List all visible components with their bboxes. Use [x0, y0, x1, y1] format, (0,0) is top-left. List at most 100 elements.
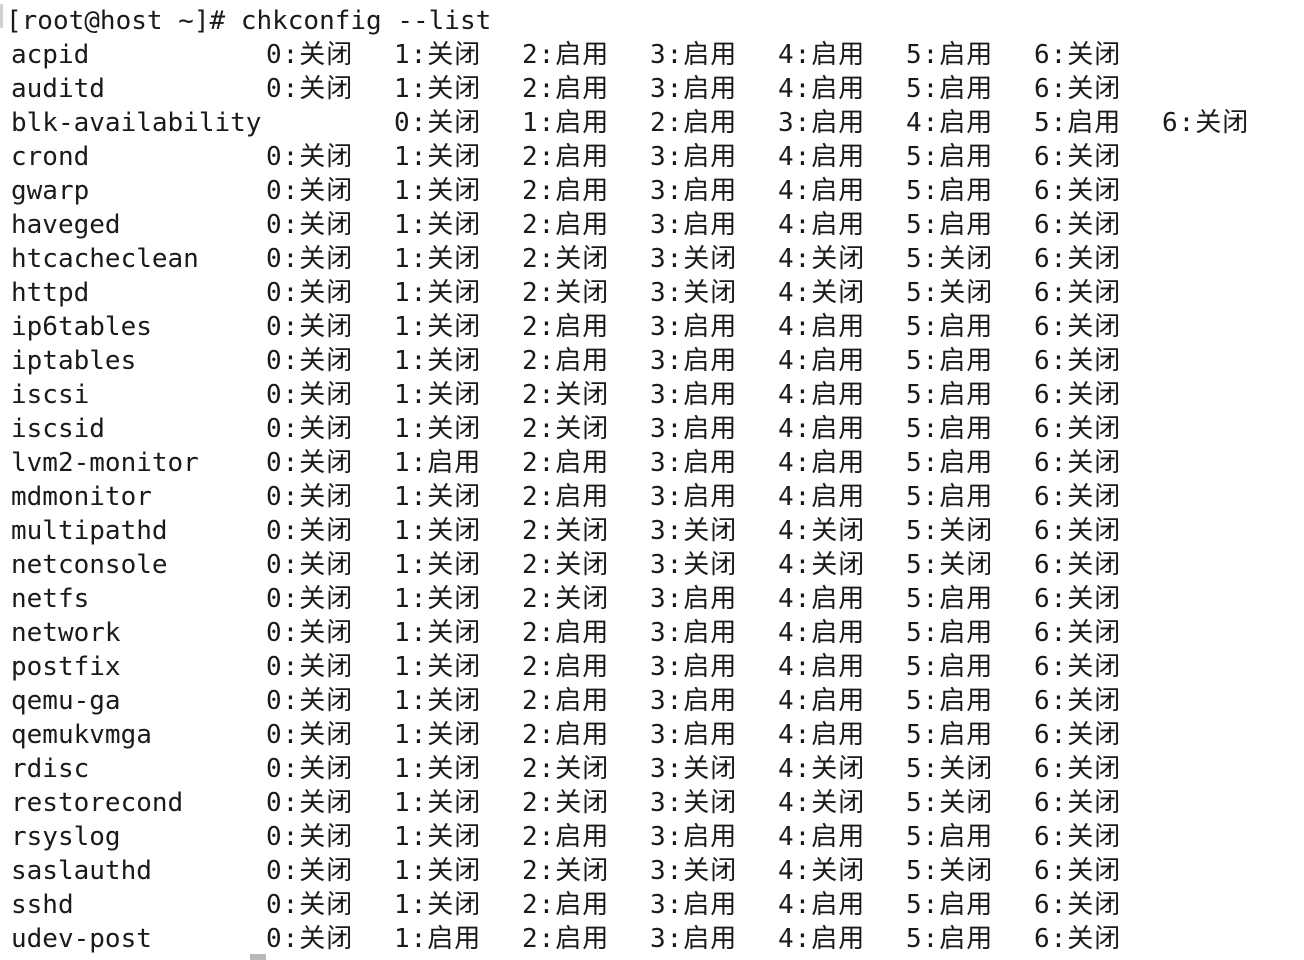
runlevel-status: 5:启用: [906, 142, 994, 172]
runlevel-status: 2:关闭: [522, 414, 610, 444]
service-row: udev-post 0:关闭 1:启用 2:启用 3:启用 4:启用 5:启用 6:关闭: [0, 922, 1304, 956]
service-row: haveged 0:关闭 1:关闭 2:启用 3:启用 4:启用 5:启用 6:关闭: [0, 208, 1304, 242]
runlevel-status: 2:关闭: [522, 516, 610, 546]
runlevel-status: 3:启用: [650, 312, 738, 342]
service-name: rsyslog: [11, 822, 121, 852]
service-row: acpid 0:关闭 1:关闭 2:启用 3:启用 4:启用 5:启用 6:关闭: [0, 38, 1304, 72]
runlevel-status: 1:关闭: [394, 312, 482, 342]
runlevel-status: 5:启用: [906, 312, 994, 342]
runlevel-status: 6:关闭: [1034, 788, 1122, 818]
runlevel-status: 1:关闭: [394, 210, 482, 240]
runlevel-status: 1:关闭: [394, 380, 482, 410]
runlevel-status: 2:启用: [650, 108, 738, 138]
runlevel-status: 3:启用: [650, 346, 738, 376]
service-row: htcacheclean 0:关闭 1:关闭 2:关闭 3:关闭 4:关闭 5:关闭 6:关闭: [0, 242, 1304, 276]
service-row: qemu-ga 0:关闭 1:关闭 2:启用 3:启用 4:启用 5:启用 6:关闭: [0, 684, 1304, 718]
runlevel-status: 6:关闭: [1034, 482, 1122, 512]
runlevel-status: 2:启用: [522, 720, 610, 750]
runlevel-status: 4:关闭: [778, 788, 866, 818]
service-row: iscsi 0:关闭 1:关闭 2:关闭 3:启用 4:启用 5:启用 6:关闭: [0, 378, 1304, 412]
runlevel-status: 5:启用: [906, 74, 994, 104]
runlevel-status: 4:启用: [906, 108, 994, 138]
runlevel-status: 2:关闭: [522, 584, 610, 614]
runlevel-status: 4:启用: [778, 142, 866, 172]
service-row: mdmonitor 0:关闭 1:关闭 2:启用 3:启用 4:启用 5:启用 6:关闭: [0, 480, 1304, 514]
runlevel-status: 0:关闭: [266, 516, 354, 546]
runlevel-status: 5:启用: [906, 822, 994, 852]
service-name: iscsi: [11, 380, 90, 410]
service-row: iptables 0:关闭 1:关闭 2:启用 3:启用 4:启用 5:启用 6:关闭: [0, 344, 1304, 378]
runlevel-status: 6:关闭: [1034, 74, 1122, 104]
runlevel-status: 1:关闭: [394, 822, 482, 852]
runlevel-status: 6:关闭: [1034, 244, 1122, 274]
runlevel-status: 1:关闭: [394, 856, 482, 886]
runlevel-status: 0:关闭: [266, 142, 354, 172]
service-name: crond: [11, 142, 90, 172]
runlevel-status: 5:关闭: [906, 278, 994, 308]
service-row: crond 0:关闭 1:关闭 2:启用 3:启用 4:启用 5:启用 6:关闭: [0, 140, 1304, 174]
runlevel-status: 0:关闭: [266, 890, 354, 920]
runlevel-status: 3:启用: [650, 414, 738, 444]
runlevel-status: 1:关闭: [394, 74, 482, 104]
runlevel-status: 0:关闭: [266, 720, 354, 750]
runlevel-status: 6:关闭: [1034, 890, 1122, 920]
runlevel-status: 4:关闭: [778, 278, 866, 308]
runlevel-status: 3:启用: [650, 448, 738, 478]
runlevel-status: 6:关闭: [1034, 822, 1122, 852]
runlevel-status: 1:关闭: [394, 550, 482, 580]
runlevel-status: 3:启用: [650, 890, 738, 920]
service-name: httpd: [11, 278, 90, 308]
shell-prompt: [root@host ~]#: [6, 6, 241, 36]
runlevel-status: 6:关闭: [1034, 414, 1122, 444]
runlevel-status: 5:启用: [906, 176, 994, 206]
runlevel-status: 0:关闭: [266, 312, 354, 342]
runlevel-status: 1:启用: [522, 108, 610, 138]
command-text: chkconfig --list: [240, 6, 492, 36]
runlevel-status: 4:启用: [778, 380, 866, 410]
runlevel-status: 5:启用: [906, 720, 994, 750]
runlevel-status: 3:启用: [650, 74, 738, 104]
service-name: iscsid: [11, 414, 105, 444]
runlevel-status: 5:启用: [906, 210, 994, 240]
service-name: qemukvmga: [11, 720, 152, 750]
runlevel-status: 5:启用: [906, 924, 994, 954]
runlevel-status: 6:关闭: [1034, 754, 1122, 784]
runlevel-status: 6:关闭: [1034, 584, 1122, 614]
runlevel-status: 0:关闭: [266, 40, 354, 70]
runlevel-status: 2:启用: [522, 142, 610, 172]
runlevel-status: 3:启用: [650, 822, 738, 852]
runlevel-status: 3:启用: [778, 108, 866, 138]
service-name: saslauthd: [11, 856, 152, 886]
service-name: ip6tables: [11, 312, 152, 342]
runlevel-status: 6:关闭: [1034, 142, 1122, 172]
runlevel-status: 6:关闭: [1034, 856, 1122, 886]
service-row: netconsole 0:关闭 1:关闭 2:关闭 3:关闭 4:关闭 5:关闭 6:关闭: [0, 548, 1304, 582]
runlevel-status: 1:关闭: [394, 652, 482, 682]
runlevel-status: 6:关闭: [1034, 346, 1122, 376]
service-row: multipathd 0:关闭 1:关闭 2:关闭 3:关闭 4:关闭 5:关闭 6:关闭: [0, 514, 1304, 548]
runlevel-status: 5:启用: [906, 380, 994, 410]
runlevel-status: 0:关闭: [266, 686, 354, 716]
service-name: udev-post: [11, 924, 152, 954]
runlevel-status: 1:启用: [394, 448, 482, 478]
runlevel-status: 5:启用: [906, 686, 994, 716]
service-row: rdisc 0:关闭 1:关闭 2:关闭 3:关闭 4:关闭 5:关闭 6:关闭: [0, 752, 1304, 786]
scrollbar-hint[interactable]: [0, 4, 3, 28]
service-name: auditd: [11, 74, 105, 104]
runlevel-status: 2:启用: [522, 448, 610, 478]
service-name: mdmonitor: [11, 482, 152, 512]
runlevel-status: 3:关闭: [650, 278, 738, 308]
runlevel-status: 1:关闭: [394, 890, 482, 920]
runlevel-status: 6:关闭: [1034, 448, 1122, 478]
runlevel-status: 0:关闭: [266, 754, 354, 784]
runlevel-status: 0:关闭: [266, 414, 354, 444]
runlevel-status: 0:关闭: [266, 550, 354, 580]
service-name: netconsole: [11, 550, 168, 580]
runlevel-status: 2:关闭: [522, 278, 610, 308]
runlevel-status: 4:关闭: [778, 516, 866, 546]
runlevel-status: 5:启用: [906, 652, 994, 682]
runlevel-status: 2:关闭: [522, 788, 610, 818]
runlevel-status: 0:关闭: [266, 856, 354, 886]
runlevel-status: 4:启用: [778, 74, 866, 104]
